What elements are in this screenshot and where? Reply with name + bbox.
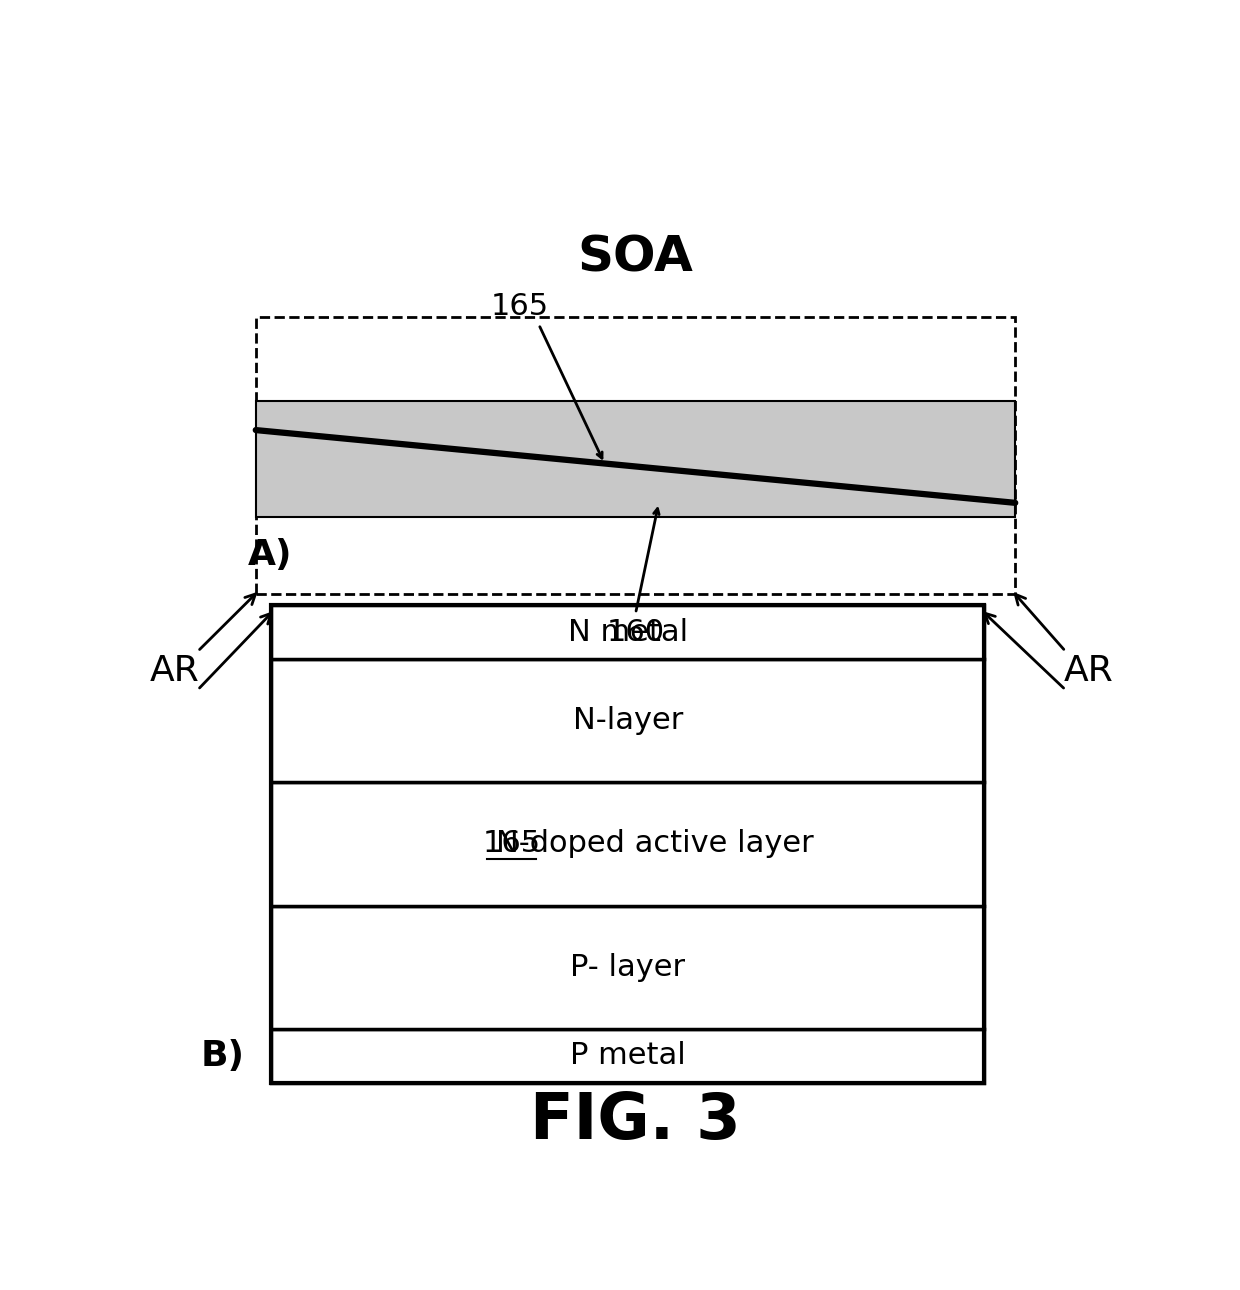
Text: 160: 160 [606,618,665,646]
Text: AR: AR [1064,654,1114,688]
Text: AR: AR [150,654,200,688]
Text: P- layer: P- layer [570,952,686,982]
Text: N metal: N metal [568,618,688,646]
Text: A): A) [248,538,293,573]
Bar [255,316,1016,593]
Text: P metal: P metal [570,1041,686,1071]
Bar [272,659,985,782]
Bar [272,605,985,659]
Bar [272,1028,985,1082]
Text: SOA: SOA [578,233,693,281]
Bar [272,605,985,1082]
Text: B): B) [200,1038,244,1073]
Text: N-layer: N-layer [573,706,683,735]
Text: 165: 165 [482,829,541,858]
Text: FIG. 3: FIG. 3 [531,1090,740,1152]
Text: N-doped active layer: N-doped active layer [496,829,813,858]
Text: 165: 165 [490,292,548,321]
Bar [255,401,1016,517]
Bar [272,782,985,906]
Bar [272,906,985,1028]
